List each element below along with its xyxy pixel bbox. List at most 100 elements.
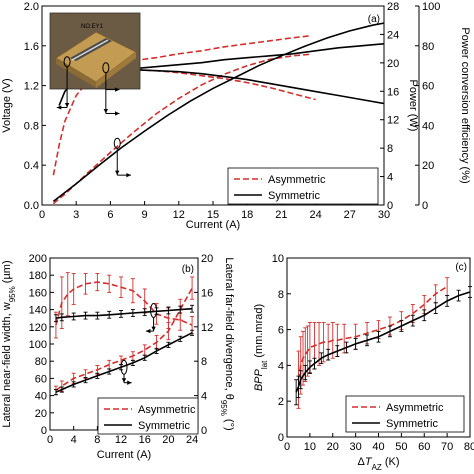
panel-c-y-ticklabel: 0 (278, 432, 284, 444)
panel-b-legend-label: Asymmetric (138, 404, 196, 416)
panel-c-y-ticklabel: 6 (278, 325, 284, 337)
panel-c-x-ticklabel: 60 (418, 441, 430, 453)
panel-b-farfield-pointer-right-head (127, 380, 132, 385)
panel-c-x-ticklabel: 30 (350, 441, 362, 453)
panel-b-left-ticklabel: 60 (35, 373, 47, 385)
panel-b-x-ticklabel: 8 (94, 434, 100, 446)
panel-b-left-ticklabel: 180 (29, 270, 47, 282)
panel-a-power-pointer-down-head (115, 170, 120, 176)
panel-a-ylabel-power: Power (W) (407, 80, 419, 132)
panel-b-symmetric-nearfield-line (55, 307, 193, 319)
panel-c-x-ticklabel: 50 (395, 441, 407, 453)
panel-a-efficiency-ticklabel: 40 (422, 120, 434, 132)
panel-a-x-ticklabel: 21 (275, 209, 287, 221)
panel-a-efficiency-ticklabel: 0 (422, 200, 428, 212)
panel-c-legend-label: Symmetric (386, 418, 438, 430)
panel-a-voltage-ticklabel: 2.0 (24, 1, 39, 13)
panel-c-ylabel: BPPlat (mm.mrad) (253, 304, 269, 391)
panel-a-power-ticklabel: 28 (387, 1, 399, 13)
panel-a-power-ticklabel: 4 (387, 172, 393, 184)
panel-a-power-ticklabel: 0 (387, 200, 393, 212)
panel-b-legend-label: Symmetric (138, 420, 190, 432)
panel-a-x-ticklabel: 6 (107, 209, 113, 221)
panel-b-right-ticklabel: 0 (201, 425, 207, 437)
inset-wire (71, 39, 109, 61)
panel-c-x-ticklabel: 40 (372, 441, 384, 453)
panel-a-x-ticklabel: 3 (73, 209, 79, 221)
panel-a-legend-box (227, 167, 379, 205)
panel-c-y-ticklabel: 2 (278, 396, 284, 408)
panel-c-y-ticklabel: 4 (278, 360, 284, 372)
panel-b-left-ticklabel: 120 (29, 322, 47, 334)
panel-a-efficiency-ticklabel: 80 (422, 41, 434, 53)
panel-a-x-ticklabel: 30 (378, 209, 390, 221)
panel-a-voltage-ticklabel: 0.4 (24, 160, 39, 172)
panel-c-y-ticklabel: 8 (278, 289, 284, 301)
panel-b-left-ticklabel: 140 (29, 305, 47, 317)
panel-a-efficiency-ticklabel: 100 (422, 1, 440, 13)
panel-a-voltage-pointer-down-head (64, 102, 70, 108)
panel-a-power-ticklabel: 24 (387, 29, 399, 41)
panel-c-legend-label: Asymmetric (386, 402, 444, 414)
panel-a-power-ticklabel: 20 (387, 58, 399, 70)
panel-b-right-ticklabel: 20 (201, 253, 213, 265)
panel-b-left-ticklabel: 160 (29, 287, 47, 299)
panel-c-legend-box (345, 395, 465, 433)
panel-b-legend-box (97, 397, 199, 435)
panel-a-label: (a) (368, 14, 380, 25)
panel-a-symmetric-power-line (52, 22, 385, 203)
inset-submount-side (56, 58, 96, 88)
panel-b-ylabel-right: Lateral far-field divergence, θ95% (°) (220, 257, 236, 430)
panel-b-left-ticklabel: 40 (35, 391, 47, 403)
panel-a-x-ticklabel: 15 (207, 209, 219, 221)
panel-a-xlabel: Current (A) (186, 219, 240, 231)
panel-b-right-ticklabel: 4 (201, 391, 207, 403)
panel-a-x-ticklabel: 12 (173, 209, 185, 221)
panel-a-power-ticklabel: 12 (387, 115, 399, 127)
panel-b-symmetric-farfield-line (55, 332, 193, 393)
panel-c-x-ticklabel: 10 (304, 441, 316, 453)
panel-c-xlabel: ΔTAZ (K) (357, 456, 399, 472)
panel-a-efficiency-pointer-right2-head (115, 111, 120, 116)
inset-text: NO.EY1 (81, 24, 104, 30)
panel-a-efficiency-ticklabel: 60 (422, 81, 434, 93)
panel-a-efficiency-ticklabel: 20 (422, 160, 434, 172)
panel-b-nearfield-pointer-left-head (145, 328, 151, 334)
panel-a-voltage-pointer-left-head (56, 105, 62, 110)
panel-c-y-ticklabel: 10 (272, 253, 284, 265)
panel-a-efficiency-pointer-down-head (103, 108, 109, 114)
panel-b-x-ticklabel: 20 (162, 434, 174, 446)
panel-a-x-ticklabel: 24 (309, 209, 321, 221)
panel-b-x-ticklabel: 24 (186, 434, 198, 446)
panel-c-x-ticklabel: 80 (464, 441, 474, 453)
panel-a-legend-label: Symmetric (268, 190, 320, 202)
panel-b-right-ticklabel: 16 (201, 287, 213, 299)
panel-a-ylabel-efficiency: Power conversion efficiency (%) (459, 27, 471, 183)
panel-b-left-ticklabel: 80 (35, 356, 47, 368)
panel-a-x-ticklabel: 0 (39, 209, 45, 221)
panel-a-efficiency-pointer-right-head (115, 87, 120, 92)
panel-c-x-ticklabel: 0 (284, 441, 290, 453)
panel-b-right-ticklabel: 12 (201, 322, 213, 334)
panel-b-left-ticklabel: 200 (29, 253, 47, 265)
panel-c-x-ticklabel: 70 (441, 441, 453, 453)
panel-b-x-ticklabel: 16 (139, 434, 151, 446)
panel-a-legend-label: Asymmetric (268, 174, 326, 186)
panel-b-x-ticklabel: 0 (47, 434, 53, 446)
panel-a-ylabel-voltage: Voltage (V) (1, 78, 13, 132)
panel-b-nearfield-pointer-down-head (151, 326, 156, 332)
panel-b-left-ticklabel: 100 (29, 339, 47, 351)
panel-b-farfield-pointer-down-head (121, 378, 127, 383)
panel-a-power-ticklabel: 16 (387, 86, 399, 98)
panel-a-power-ticklabel: 8 (387, 143, 393, 155)
panel-b-x-ticklabel: 12 (115, 434, 127, 446)
panel-c-symmetric-line (295, 291, 471, 393)
panel-a-voltage-ticklabel: 1.2 (24, 81, 39, 93)
panel-b-right-ticklabel: 8 (201, 356, 207, 368)
panel-b-left-ticklabel: 0 (41, 425, 47, 437)
panel-c-x-ticklabel: 20 (327, 441, 339, 453)
panel-b-asymmetric-farfield-line (55, 287, 193, 392)
panel-a-x-ticklabel: 9 (142, 209, 148, 221)
panel-a-voltage-ticklabel: 0.8 (24, 120, 39, 132)
